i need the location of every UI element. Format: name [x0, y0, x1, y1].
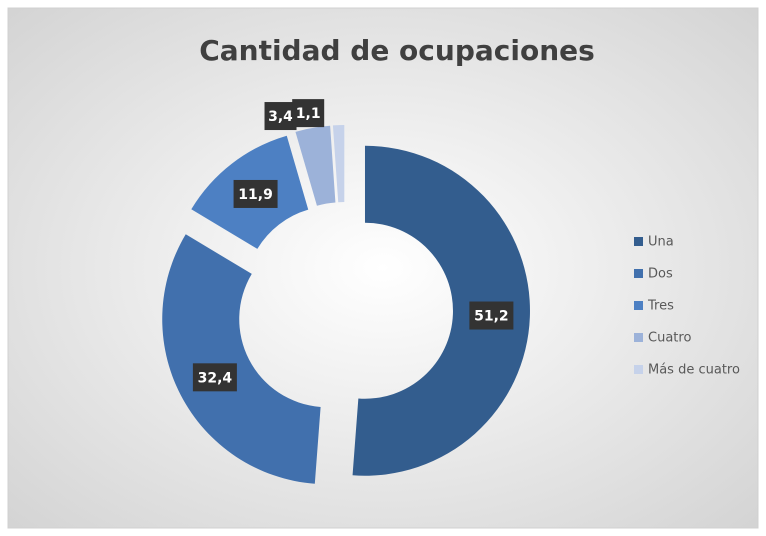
chart-title: Cantidad de ocupaciones	[199, 34, 595, 67]
legend-swatch	[634, 365, 643, 374]
donut-slice	[332, 125, 345, 203]
data-label-box	[292, 99, 325, 128]
data-label-box	[469, 301, 514, 330]
donut-slice	[295, 125, 336, 206]
legend-label: Más de cuatro	[648, 363, 740, 378]
donut-slice	[352, 145, 530, 476]
legend-label: Tres	[647, 299, 674, 314]
legend-label: Cuatro	[648, 331, 691, 346]
data-label: 11,9	[238, 187, 273, 203]
data-label: 51,2	[474, 309, 509, 325]
data-label: 3,4	[268, 109, 293, 125]
legend-label: Dos	[648, 267, 673, 282]
legend-swatch	[634, 237, 643, 246]
data-label: 1,1	[296, 106, 321, 122]
data-label-box	[192, 363, 237, 392]
legend-swatch	[634, 333, 643, 342]
data-label-box	[264, 102, 297, 131]
legend-swatch	[634, 301, 643, 310]
legend-label: Una	[648, 235, 674, 250]
data-label-box	[233, 179, 278, 208]
donut-slice	[162, 234, 321, 484]
data-label: 32,4	[198, 370, 233, 386]
legend-swatch	[634, 269, 643, 278]
